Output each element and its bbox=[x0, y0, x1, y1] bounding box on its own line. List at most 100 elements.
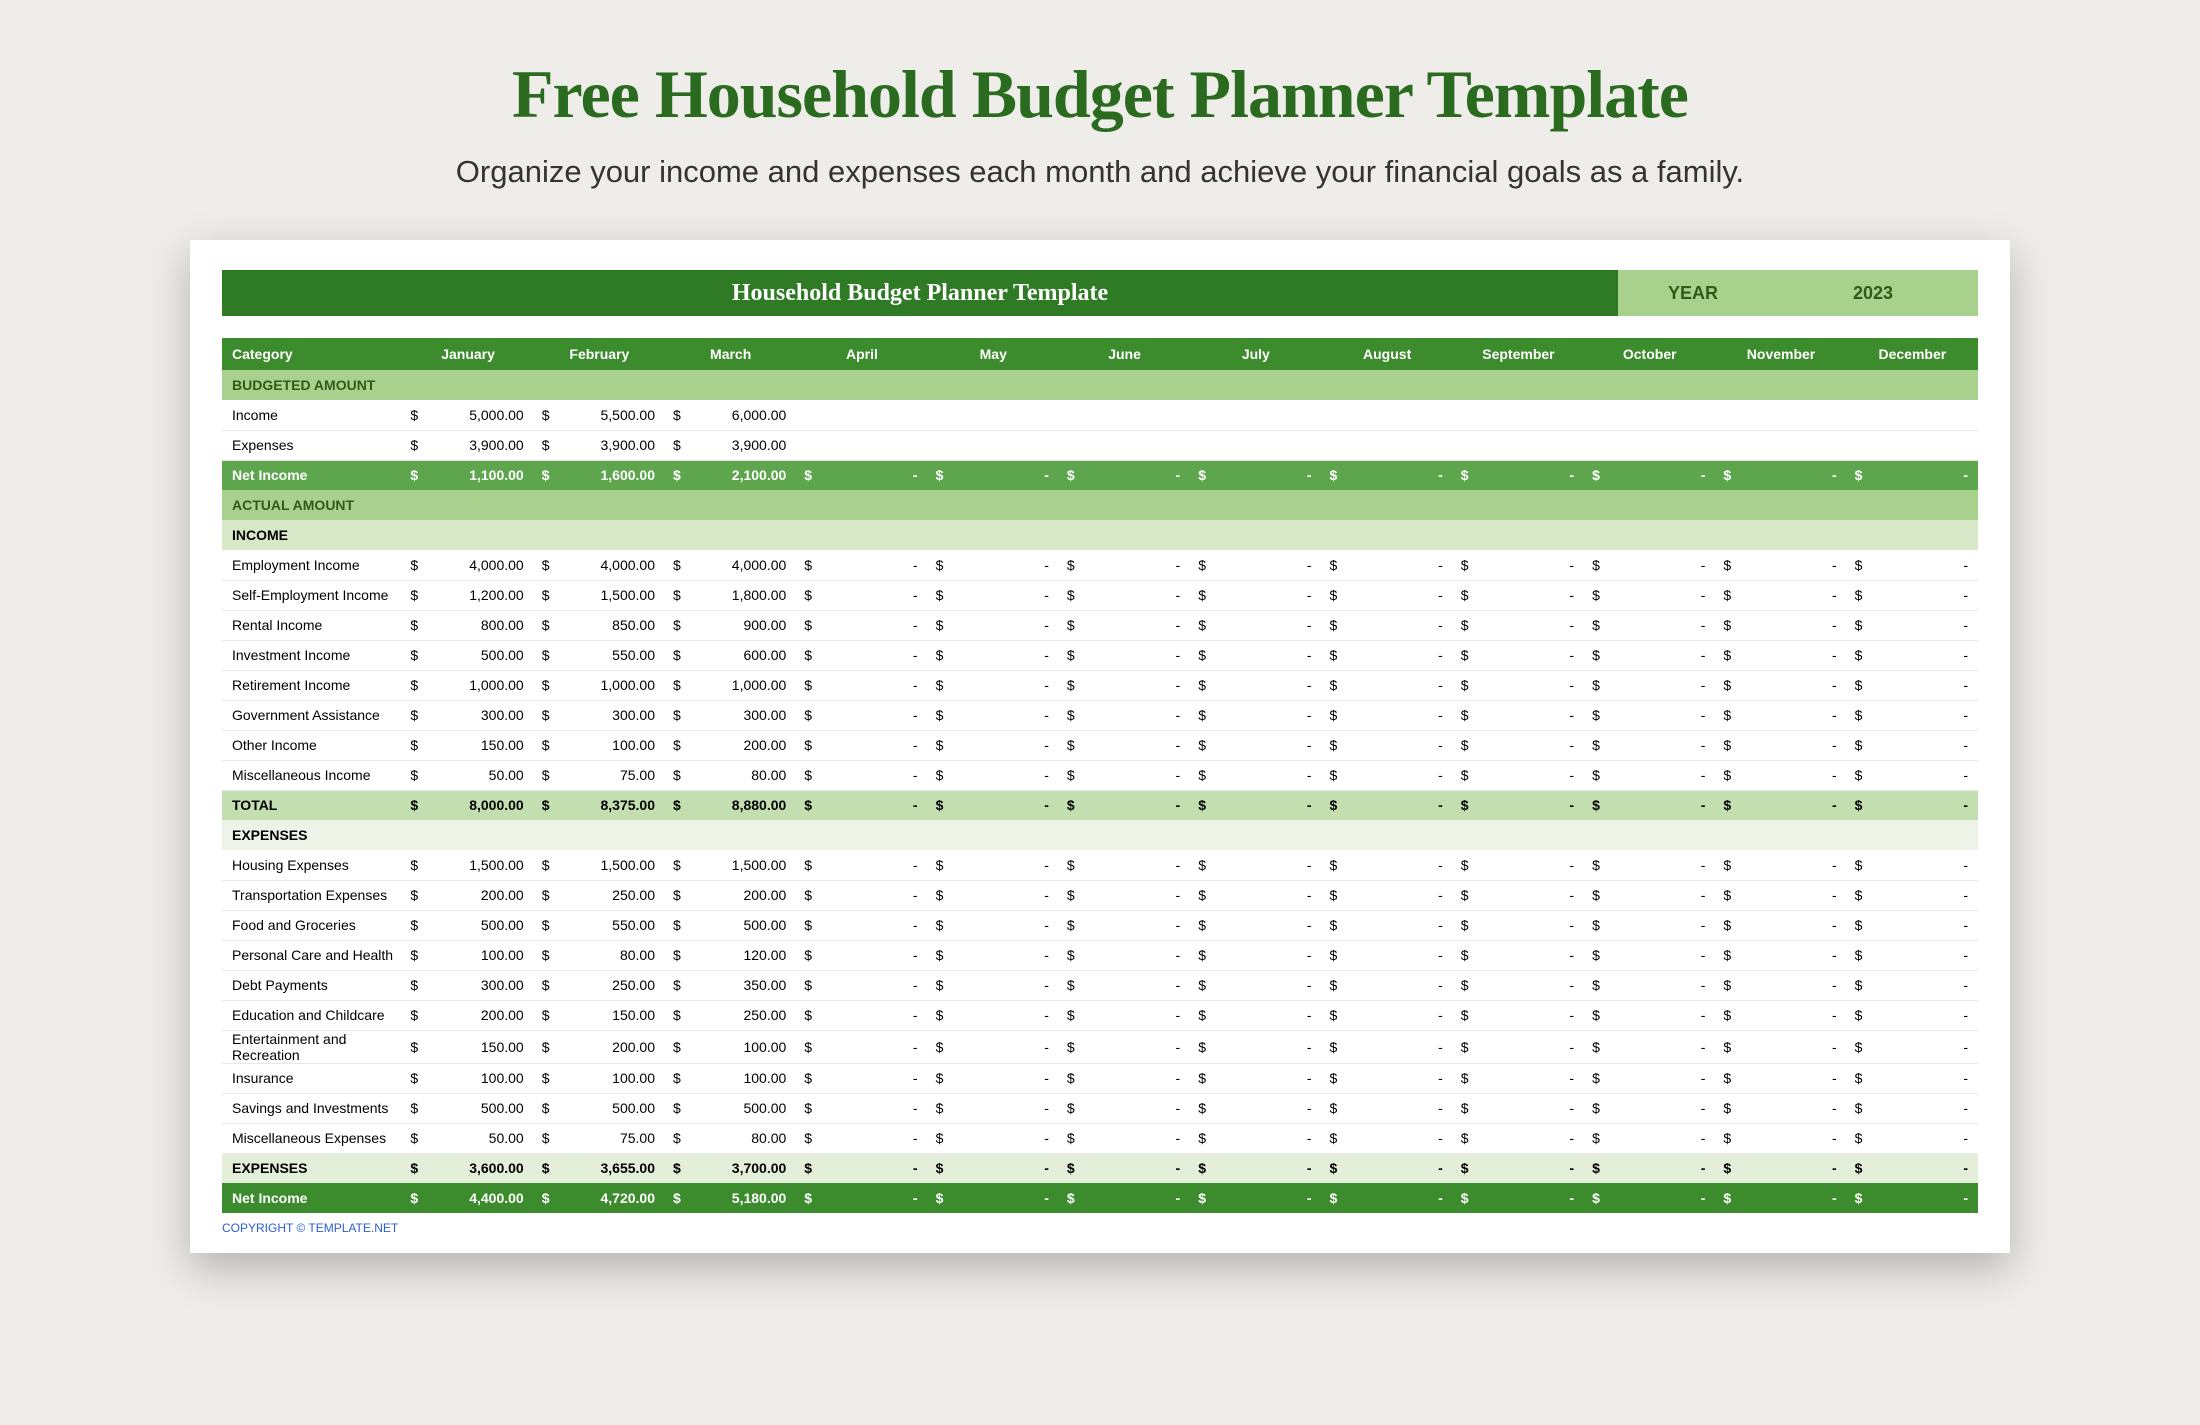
cell[interactable]: $- bbox=[928, 790, 1059, 820]
cell[interactable]: $- bbox=[1321, 1063, 1452, 1093]
cell[interactable]: $- bbox=[1190, 1153, 1321, 1183]
cell[interactable]: $1,200.00 bbox=[402, 580, 533, 610]
cell[interactable] bbox=[1715, 430, 1846, 460]
cell[interactable]: $- bbox=[796, 880, 927, 910]
cell[interactable]: $- bbox=[1715, 550, 1846, 580]
cell[interactable]: $80.00 bbox=[665, 760, 796, 790]
cell[interactable]: $250.00 bbox=[534, 880, 665, 910]
cell[interactable] bbox=[1584, 430, 1715, 460]
cell[interactable]: $- bbox=[1584, 550, 1715, 580]
cell[interactable]: $- bbox=[1715, 460, 1846, 490]
cell[interactable]: $- bbox=[1190, 760, 1321, 790]
cell[interactable]: $- bbox=[1584, 580, 1715, 610]
cell[interactable]: $4,720.00 bbox=[534, 1183, 665, 1213]
cell[interactable]: $- bbox=[1190, 970, 1321, 1000]
cell[interactable]: $150.00 bbox=[534, 1000, 665, 1030]
cell[interactable] bbox=[1190, 400, 1321, 430]
cell[interactable]: $500.00 bbox=[402, 910, 533, 940]
cell[interactable]: $- bbox=[1321, 1093, 1452, 1123]
cell[interactable]: $- bbox=[1190, 940, 1321, 970]
cell[interactable]: $- bbox=[1059, 1063, 1190, 1093]
cell[interactable]: $- bbox=[928, 940, 1059, 970]
cell[interactable]: $- bbox=[1321, 550, 1452, 580]
cell[interactable]: $- bbox=[1847, 760, 1978, 790]
cell[interactable]: $1,500.00 bbox=[402, 850, 533, 880]
cell[interactable]: $- bbox=[796, 1030, 927, 1063]
cell[interactable]: $- bbox=[1059, 580, 1190, 610]
cell[interactable]: $- bbox=[1321, 580, 1452, 610]
cell[interactable]: $- bbox=[1847, 1093, 1978, 1123]
cell[interactable] bbox=[1715, 400, 1846, 430]
cell[interactable]: $- bbox=[1321, 760, 1452, 790]
cell[interactable]: $8,880.00 bbox=[665, 790, 796, 820]
cell[interactable]: $- bbox=[1059, 610, 1190, 640]
cell[interactable]: $- bbox=[1715, 940, 1846, 970]
cell[interactable]: $- bbox=[1059, 970, 1190, 1000]
cell[interactable]: $- bbox=[796, 910, 927, 940]
cell[interactable]: $250.00 bbox=[534, 970, 665, 1000]
cell[interactable]: $850.00 bbox=[534, 610, 665, 640]
cell[interactable]: $500.00 bbox=[402, 1093, 533, 1123]
cell[interactable]: $- bbox=[1321, 700, 1452, 730]
cell[interactable]: $- bbox=[1715, 850, 1846, 880]
cell[interactable]: $1,500.00 bbox=[665, 850, 796, 880]
cell[interactable]: $- bbox=[1321, 730, 1452, 760]
cell[interactable]: $- bbox=[1321, 880, 1452, 910]
cell[interactable]: $- bbox=[1453, 850, 1584, 880]
cell[interactable]: $- bbox=[1715, 610, 1846, 640]
cell[interactable]: $- bbox=[1059, 700, 1190, 730]
cell[interactable]: $- bbox=[1715, 880, 1846, 910]
cell[interactable]: $150.00 bbox=[402, 730, 533, 760]
cell[interactable]: $- bbox=[1453, 550, 1584, 580]
cell[interactable]: $- bbox=[928, 730, 1059, 760]
cell[interactable]: $- bbox=[1190, 580, 1321, 610]
cell[interactable]: $- bbox=[1453, 700, 1584, 730]
cell[interactable]: $- bbox=[1453, 1063, 1584, 1093]
cell[interactable]: $- bbox=[1321, 1000, 1452, 1030]
cell[interactable]: $- bbox=[796, 640, 927, 670]
cell[interactable]: $- bbox=[1190, 880, 1321, 910]
cell[interactable]: $8,000.00 bbox=[402, 790, 533, 820]
cell[interactable]: $- bbox=[1584, 880, 1715, 910]
cell[interactable]: $- bbox=[1059, 460, 1190, 490]
cell[interactable]: $4,000.00 bbox=[402, 550, 533, 580]
cell[interactable]: $800.00 bbox=[402, 610, 533, 640]
cell[interactable]: $3,600.00 bbox=[402, 1153, 533, 1183]
cell[interactable]: $- bbox=[1847, 610, 1978, 640]
cell[interactable]: $- bbox=[1321, 640, 1452, 670]
cell[interactable]: $- bbox=[1321, 1183, 1452, 1213]
cell[interactable]: $1,500.00 bbox=[534, 580, 665, 610]
cell[interactable]: $- bbox=[1584, 640, 1715, 670]
cell[interactable]: $- bbox=[928, 880, 1059, 910]
cell[interactable] bbox=[1453, 430, 1584, 460]
cell[interactable]: $- bbox=[1847, 1030, 1978, 1063]
cell[interactable]: $- bbox=[1321, 1153, 1452, 1183]
cell[interactable]: $- bbox=[1190, 550, 1321, 580]
cell[interactable]: $- bbox=[1715, 1063, 1846, 1093]
cell[interactable]: $- bbox=[1847, 850, 1978, 880]
cell[interactable]: $- bbox=[796, 1063, 927, 1093]
cell[interactable]: $- bbox=[1453, 1123, 1584, 1153]
cell[interactable]: $- bbox=[1059, 910, 1190, 940]
cell[interactable]: $- bbox=[796, 670, 927, 700]
cell[interactable]: $- bbox=[928, 1063, 1059, 1093]
cell[interactable]: $- bbox=[1847, 1183, 1978, 1213]
cell[interactable]: $- bbox=[1190, 1000, 1321, 1030]
cell[interactable]: $75.00 bbox=[534, 760, 665, 790]
cell[interactable]: $5,000.00 bbox=[402, 400, 533, 430]
cell[interactable]: $500.00 bbox=[665, 1093, 796, 1123]
cell[interactable]: $- bbox=[1584, 910, 1715, 940]
cell[interactable]: $500.00 bbox=[665, 910, 796, 940]
cell[interactable]: $- bbox=[796, 1153, 927, 1183]
cell[interactable]: $- bbox=[1453, 460, 1584, 490]
cell[interactable]: $1,100.00 bbox=[402, 460, 533, 490]
cell[interactable]: $- bbox=[1584, 1063, 1715, 1093]
cell[interactable] bbox=[1847, 430, 1978, 460]
cell[interactable]: $- bbox=[1453, 940, 1584, 970]
cell[interactable]: $300.00 bbox=[402, 970, 533, 1000]
cell[interactable]: $- bbox=[928, 640, 1059, 670]
cell[interactable]: $50.00 bbox=[402, 1123, 533, 1153]
cell[interactable]: $- bbox=[1321, 940, 1452, 970]
cell[interactable]: $100.00 bbox=[402, 1063, 533, 1093]
cell[interactable]: $- bbox=[928, 1183, 1059, 1213]
